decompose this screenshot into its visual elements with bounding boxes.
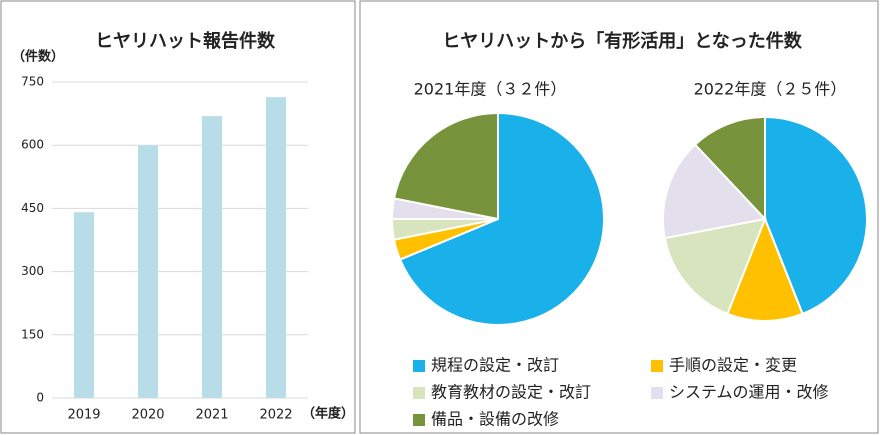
pie-label: 2021年度（３２件） bbox=[414, 80, 567, 99]
legend-label: 教育教材の設定・改訂 bbox=[431, 383, 591, 402]
bar bbox=[138, 145, 158, 398]
y-axis-label: （件数） bbox=[12, 49, 64, 65]
legend-label: システムの運用・改修 bbox=[669, 383, 829, 402]
legend-label: 備品・設備の改修 bbox=[431, 410, 559, 429]
legend-label: 手順の設定・変更 bbox=[669, 356, 797, 375]
y-tick-label: 600 bbox=[21, 138, 44, 152]
y-tick-label: 150 bbox=[21, 327, 44, 341]
x-tick-label: 2022 bbox=[259, 408, 292, 423]
bar bbox=[74, 212, 94, 398]
left-panel bbox=[0, 0, 356, 434]
legend-swatch bbox=[413, 414, 425, 426]
x-axis-label: （年度） bbox=[302, 406, 354, 422]
y-tick-label: 300 bbox=[21, 264, 44, 278]
legend-swatch bbox=[651, 387, 663, 399]
pie-slice bbox=[764, 115, 868, 316]
pie-label: 2022年度（２５件） bbox=[694, 80, 847, 99]
pie-title: ヒヤリハットから「有形活用」となった件数 bbox=[442, 30, 802, 52]
pie-slice bbox=[662, 143, 767, 240]
legend-label: 規程の設定・改訂 bbox=[431, 356, 559, 375]
y-tick-label: 450 bbox=[21, 201, 44, 215]
bar-title: ヒヤリハット報告件数 bbox=[95, 30, 276, 52]
pie-slice bbox=[726, 216, 804, 322]
legend-swatch bbox=[413, 360, 425, 372]
x-tick-label: 2021 bbox=[195, 408, 228, 423]
pie-slice bbox=[693, 115, 766, 222]
x-tick-label: 2019 bbox=[67, 408, 100, 423]
pie-slice bbox=[663, 217, 767, 316]
y-tick-label: 750 bbox=[21, 75, 44, 89]
bar bbox=[266, 97, 286, 398]
x-tick-label: 2020 bbox=[131, 408, 164, 423]
y-tick-label: 0 bbox=[36, 391, 44, 405]
legend-swatch bbox=[413, 387, 425, 399]
bar bbox=[202, 116, 222, 399]
pie-slice bbox=[392, 111, 499, 221]
pie-slice bbox=[398, 111, 605, 326]
legend-swatch bbox=[651, 360, 663, 372]
